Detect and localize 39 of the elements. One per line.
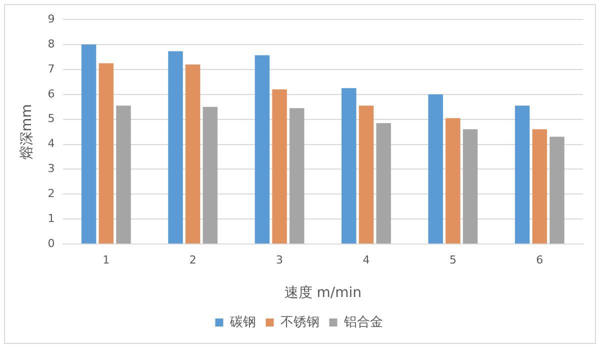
bar [168, 51, 183, 244]
x-tick-label: 4 [362, 253, 370, 266]
bar [81, 44, 96, 244]
bar [532, 129, 548, 244]
x-tick-label: 3 [276, 253, 284, 266]
y-tick-label: 2 [48, 186, 55, 200]
legend-label: 碳钢 [228, 314, 256, 330]
bar [254, 55, 270, 244]
bar [272, 89, 287, 244]
y-tick-label: 8 [48, 37, 55, 50]
y-tick-label: 9 [48, 12, 55, 26]
bar [550, 136, 564, 244]
legend-label: 不锈钢 [280, 314, 320, 330]
x-tick-label: 5 [449, 253, 456, 266]
bar [290, 108, 304, 244]
bar [202, 106, 218, 244]
y-axis-title: 熔深mm [19, 104, 36, 160]
y-tick-label: 4 [48, 137, 55, 150]
bar [376, 123, 391, 244]
bar [446, 118, 460, 244]
bar [185, 64, 200, 244]
x-tick-label: 6 [536, 253, 544, 266]
bar [342, 88, 356, 244]
bar [514, 106, 530, 244]
y-tick-label: 6 [48, 87, 55, 100]
y-tick-label: 0 [48, 236, 55, 250]
bar [98, 63, 114, 244]
bar [116, 106, 131, 244]
y-tick-label: 3 [48, 162, 55, 176]
bar [462, 129, 478, 244]
x-tick-label: 1 [102, 253, 110, 266]
y-tick-label: 1 [48, 212, 55, 225]
y-tick-label: 7 [48, 62, 55, 76]
bar [428, 94, 443, 244]
bar [358, 106, 374, 244]
legend-label: 铝合金 [342, 314, 383, 330]
x-axis-title: 速度 m/min [284, 285, 362, 302]
x-tick-label: 2 [189, 253, 196, 266]
y-tick-label: 5 [48, 112, 55, 126]
